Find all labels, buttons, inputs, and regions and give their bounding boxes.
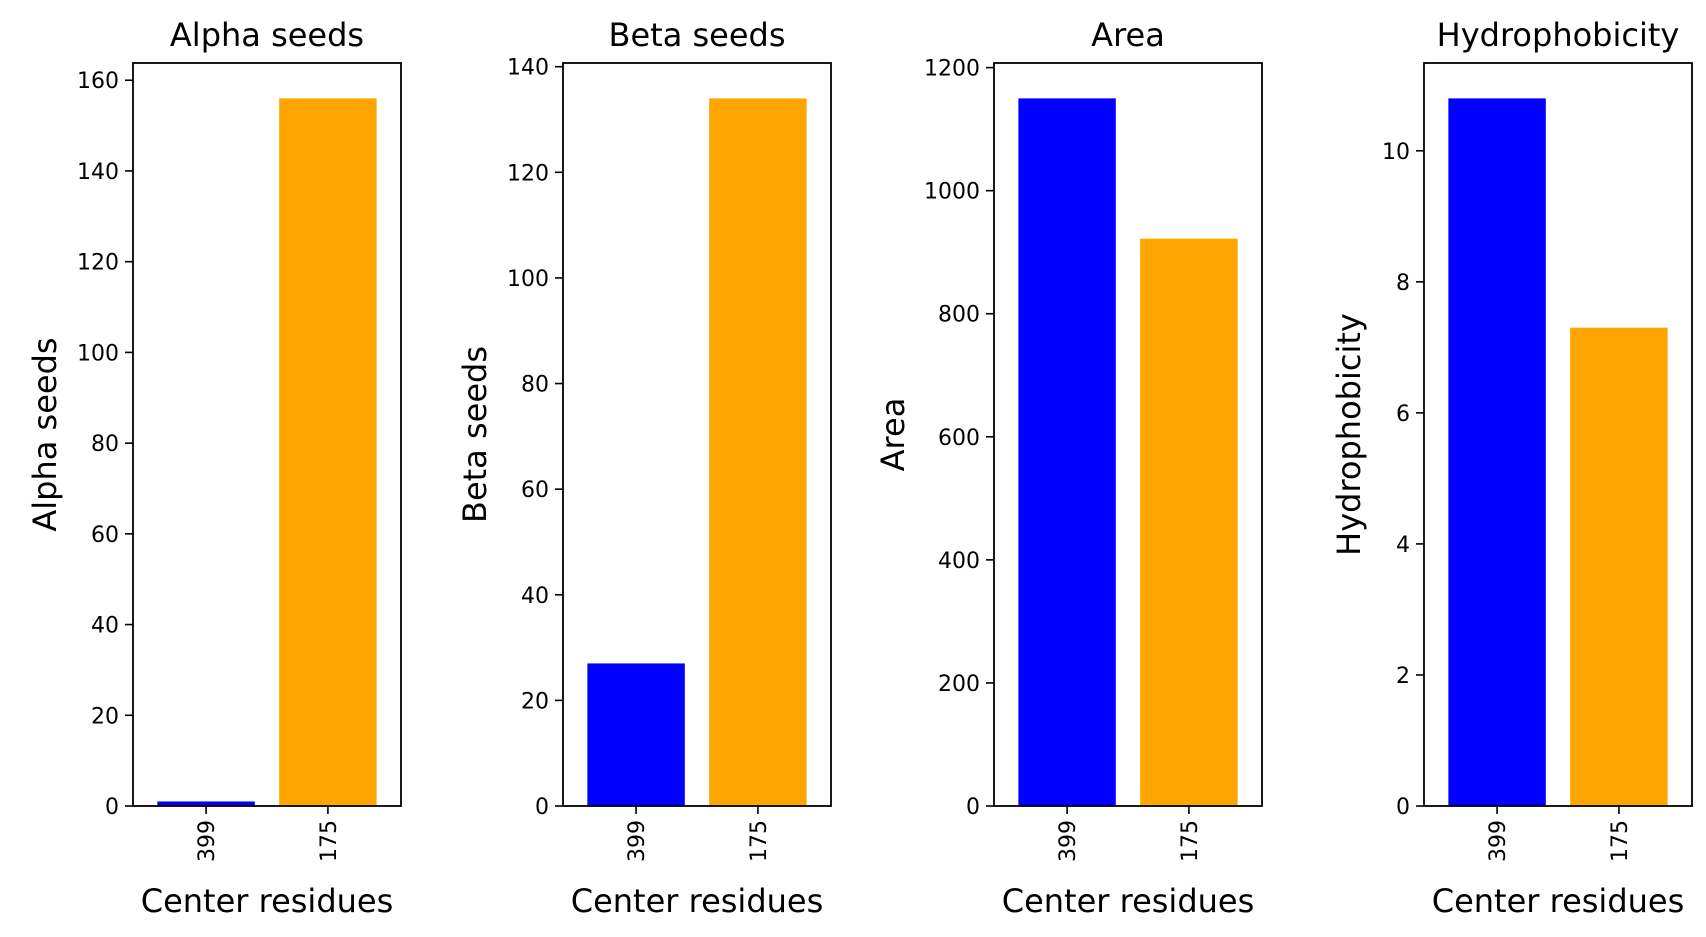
y-tick-label: 20 xyxy=(521,689,549,714)
panel-title: Alpha seeds xyxy=(170,16,364,54)
plot-frame xyxy=(562,62,832,807)
y-axis-label: Hydrophobicity xyxy=(1330,313,1368,556)
bar-175 xyxy=(1140,238,1238,807)
y-tick-label: 160 xyxy=(77,69,119,94)
x-tick-label: 175 xyxy=(1178,820,1203,862)
panel-title: Beta seeds xyxy=(609,16,786,54)
y-tick-label: 140 xyxy=(77,160,119,185)
y-tick-label: 10 xyxy=(1382,140,1410,165)
bar-399 xyxy=(1018,98,1116,806)
x-tick-label: 175 xyxy=(747,820,772,862)
y-axis-label: Area xyxy=(874,398,912,472)
y-tick-label: 800 xyxy=(938,303,980,328)
chart-panel-area: Area Area Center residues 399 175 0 200 400 6… xyxy=(874,16,1263,920)
y-tick-label: 80 xyxy=(521,373,549,398)
x-tick-label: 399 xyxy=(195,820,220,862)
y-tick-label: 20 xyxy=(91,704,119,729)
y-tick-label: 100 xyxy=(507,267,549,292)
y-tick-label: 140 xyxy=(507,56,549,81)
y-tick-label: 0 xyxy=(1396,795,1410,820)
y-tick-label: 1000 xyxy=(924,180,980,205)
y-tick-label: 40 xyxy=(91,614,119,639)
y-tick-label: 2 xyxy=(1396,664,1410,689)
x-tick-label: 399 xyxy=(625,820,650,862)
y-tick-label: 8 xyxy=(1396,271,1410,296)
panel-title: Area xyxy=(1091,16,1165,54)
x-axis-label: Center residues xyxy=(141,882,394,920)
y-axis-label: Beta seeds xyxy=(456,346,494,523)
bar-399 xyxy=(157,801,255,806)
y-tick-label: 80 xyxy=(91,432,119,457)
plot-frame xyxy=(993,62,1263,807)
x-tick-label: 175 xyxy=(1608,820,1633,862)
panel-title: Hydrophobicity xyxy=(1437,16,1680,54)
y-tick-label: 4 xyxy=(1396,533,1410,558)
x-tick-label: 399 xyxy=(1486,820,1511,862)
bar-399 xyxy=(1448,98,1546,806)
x-axis-label: Center residues xyxy=(1002,882,1255,920)
y-tick-label: 120 xyxy=(507,161,549,186)
bar-175 xyxy=(1570,327,1668,806)
y-tick-label: 0 xyxy=(105,795,119,820)
y-tick-label: 60 xyxy=(91,523,119,548)
x-tick-label: 175 xyxy=(317,820,342,862)
bar-175 xyxy=(709,98,807,806)
y-axis-label: Alpha seeds xyxy=(26,337,64,531)
plot-frame xyxy=(1423,62,1693,807)
y-tick-label: 400 xyxy=(938,549,980,574)
y-tick-label: 100 xyxy=(77,341,119,366)
x-tick-label: 399 xyxy=(1056,820,1081,862)
y-tick-label: 0 xyxy=(535,795,549,820)
chart-panel-alpha-seeds: Alpha seeds Alpha seeds Center residues … xyxy=(26,16,402,920)
y-tick-label: 120 xyxy=(77,251,119,276)
x-axis-label: Center residues xyxy=(1432,882,1685,920)
chart-panel-hydrophobicity: Hydrophobicity Hydrophobicity Center res… xyxy=(1330,16,1693,920)
bar-399 xyxy=(587,663,685,806)
chart-panel-beta-seeds: Beta seeds Beta seeds Center residues 39… xyxy=(456,16,832,920)
y-tick-label: 60 xyxy=(521,478,549,503)
y-tick-label: 1200 xyxy=(924,57,980,82)
x-axis-label: Center residues xyxy=(571,882,824,920)
y-tick-label: 40 xyxy=(521,584,549,609)
y-tick-label: 0 xyxy=(966,795,980,820)
y-tick-label: 200 xyxy=(938,672,980,697)
bar-175 xyxy=(279,98,377,806)
plot-frame xyxy=(132,62,402,807)
y-tick-label: 6 xyxy=(1396,402,1410,427)
y-tick-label: 600 xyxy=(938,426,980,451)
